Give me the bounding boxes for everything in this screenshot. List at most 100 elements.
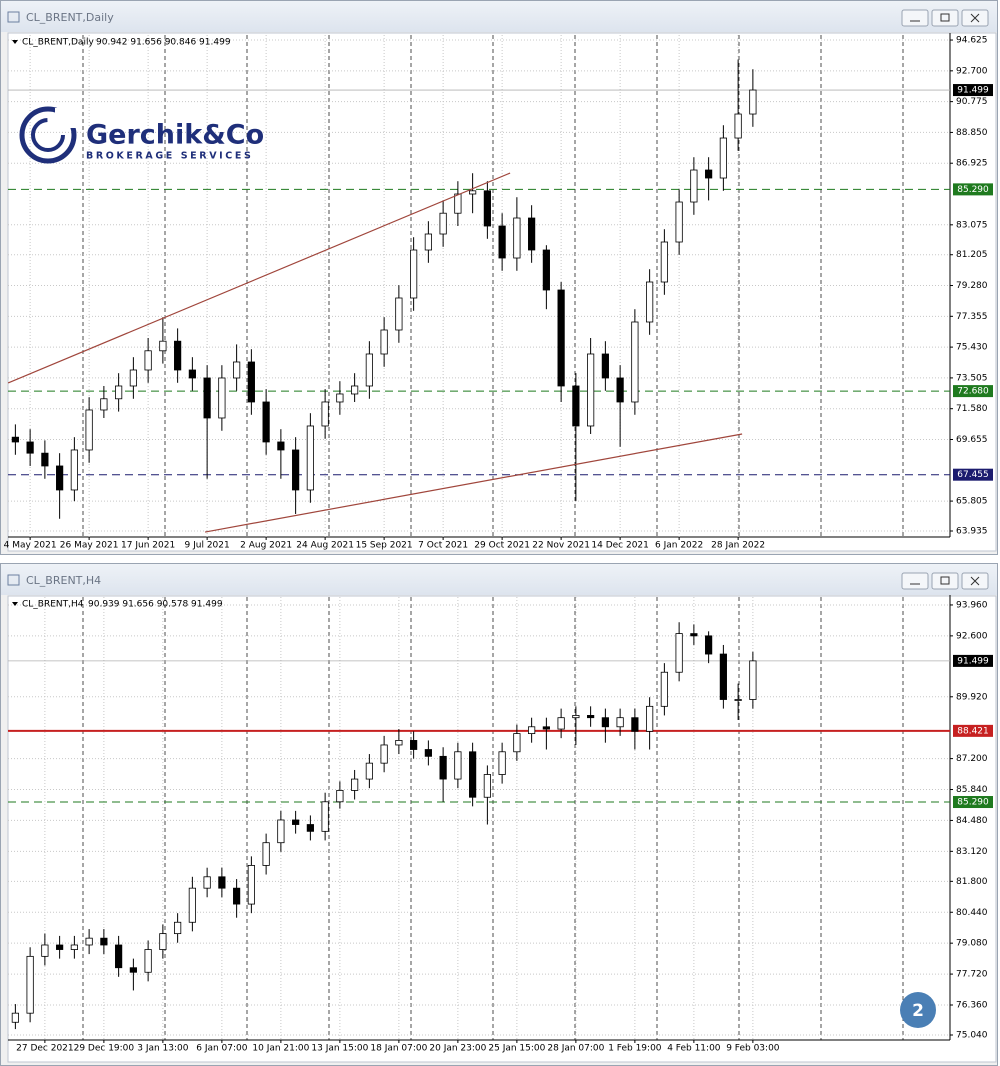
candle-body bbox=[11, 1012, 19, 1023]
x-tick-label: 29 Dec 19:00 bbox=[74, 1044, 135, 1054]
candle-body bbox=[439, 755, 447, 780]
window-icon bbox=[7, 574, 20, 586]
candle-body bbox=[380, 329, 388, 355]
candle-body bbox=[41, 944, 49, 957]
y-tick-label: 94.625 bbox=[956, 36, 988, 46]
candle-body bbox=[557, 717, 565, 730]
candle-body bbox=[277, 441, 285, 451]
x-tick-label: 2 Aug 2021 bbox=[240, 541, 292, 551]
candle-body bbox=[174, 921, 182, 935]
candle-body bbox=[439, 212, 447, 235]
y-tick-label: 83.120 bbox=[956, 847, 988, 857]
candle-body bbox=[174, 340, 182, 371]
y-tick-label: 75.430 bbox=[956, 343, 988, 353]
candle-body bbox=[159, 340, 167, 352]
x-tick-label: 13 Jan 15:00 bbox=[311, 1044, 368, 1054]
logo-ring bbox=[19, 106, 77, 164]
candle-body bbox=[233, 361, 241, 379]
logo-cut bbox=[55, 108, 77, 128]
candle-body bbox=[631, 321, 639, 403]
legend-ohlc: 90.942 91.656 90.846 91.499 bbox=[96, 38, 231, 48]
candle-body bbox=[129, 369, 137, 387]
maximize-button[interactable] bbox=[931, 572, 959, 590]
candle-body bbox=[542, 726, 550, 730]
legend-ohlc: 90.939 91.656 90.578 91.499 bbox=[88, 600, 223, 610]
candle-body bbox=[616, 377, 624, 403]
candle-body bbox=[292, 819, 300, 825]
window-title: CL_BRENT,H4 bbox=[26, 574, 101, 587]
close-icon bbox=[970, 13, 980, 23]
window-buttons[interactable] bbox=[901, 9, 989, 27]
x-tick-label: 25 Jan 15:00 bbox=[488, 1044, 545, 1054]
candle-body bbox=[56, 944, 64, 950]
maximize-button[interactable] bbox=[931, 9, 959, 27]
candle-body bbox=[351, 385, 359, 395]
candle-body bbox=[483, 774, 491, 798]
candle-body bbox=[351, 778, 359, 791]
legend-arrow bbox=[12, 40, 18, 44]
candle-body bbox=[675, 633, 683, 673]
x-tick-label: 28 Jan 2022 bbox=[711, 541, 765, 551]
candle-body bbox=[26, 955, 34, 1014]
candle-body bbox=[159, 933, 167, 950]
level-label: 88.421 bbox=[957, 726, 989, 736]
x-tick-label: 17 Jun 2021 bbox=[121, 541, 175, 551]
trendline bbox=[204, 433, 743, 533]
x-tick-label: 28 Jan 07:00 bbox=[547, 1044, 604, 1054]
level-tag bbox=[953, 724, 993, 737]
candle-body bbox=[218, 377, 226, 419]
level-tag bbox=[953, 468, 993, 481]
candle-body bbox=[115, 385, 123, 400]
candle-body bbox=[513, 733, 521, 753]
level-tag bbox=[953, 385, 993, 398]
candle-body bbox=[203, 377, 211, 419]
candle-body bbox=[454, 751, 462, 780]
last-price-tag bbox=[953, 654, 993, 667]
candle-body bbox=[646, 705, 654, 732]
candle-body bbox=[646, 281, 654, 323]
title-bar bbox=[1, 1, 997, 32]
candle-body bbox=[587, 353, 595, 427]
x-tick-label: 7 Oct 2021 bbox=[418, 541, 468, 551]
last-price-label: 91.499 bbox=[957, 86, 989, 96]
y-tick-label: 81.205 bbox=[956, 250, 988, 260]
candle-body bbox=[70, 449, 78, 491]
y-tick-label: 89.920 bbox=[956, 692, 988, 702]
minimize-button[interactable] bbox=[901, 9, 929, 27]
legend-symbol: CL_BRENT,H4 bbox=[22, 600, 84, 610]
title-bar bbox=[1, 564, 997, 595]
candle-body bbox=[365, 353, 373, 387]
y-tick-label: 84.480 bbox=[956, 816, 988, 826]
candle-body bbox=[115, 944, 123, 969]
candle-body bbox=[11, 436, 19, 443]
window-buttons[interactable] bbox=[901, 572, 989, 590]
x-tick-label: 29 Oct 2021 bbox=[474, 541, 530, 551]
candle-body bbox=[601, 353, 609, 379]
minimize-button[interactable] bbox=[901, 572, 929, 590]
x-tick-label: 10 Jan 21:00 bbox=[252, 1044, 309, 1054]
window-title: CL_BRENT,Daily bbox=[26, 11, 114, 24]
y-tick-label: 87.200 bbox=[956, 754, 988, 764]
candle-body bbox=[705, 169, 713, 179]
candle-body bbox=[129, 967, 137, 973]
x-tick-label: 24 Aug 2021 bbox=[296, 541, 354, 551]
y-tick-label: 75.040 bbox=[956, 1030, 988, 1040]
candle-body bbox=[690, 633, 698, 637]
candle-body bbox=[749, 660, 757, 700]
y-tick-label: 86.925 bbox=[956, 159, 988, 169]
candle-body bbox=[660, 241, 668, 283]
candle-body bbox=[203, 876, 211, 889]
x-tick-label: 20 Jan 23:00 bbox=[429, 1044, 486, 1054]
candle-body bbox=[321, 401, 329, 427]
x-tick-label: 14 Dec 2021 bbox=[591, 541, 649, 551]
x-tick-label: 4 Feb 11:00 bbox=[667, 1044, 721, 1054]
candle-body bbox=[424, 233, 432, 251]
level-tag bbox=[953, 796, 993, 809]
candle-body bbox=[336, 790, 344, 803]
candle-body bbox=[734, 699, 742, 701]
last-price-tag bbox=[953, 84, 993, 97]
y-tick-label: 90.775 bbox=[956, 97, 988, 107]
candle-body bbox=[100, 937, 108, 946]
candle-body bbox=[395, 740, 403, 746]
level-label: 85.290 bbox=[957, 185, 989, 195]
